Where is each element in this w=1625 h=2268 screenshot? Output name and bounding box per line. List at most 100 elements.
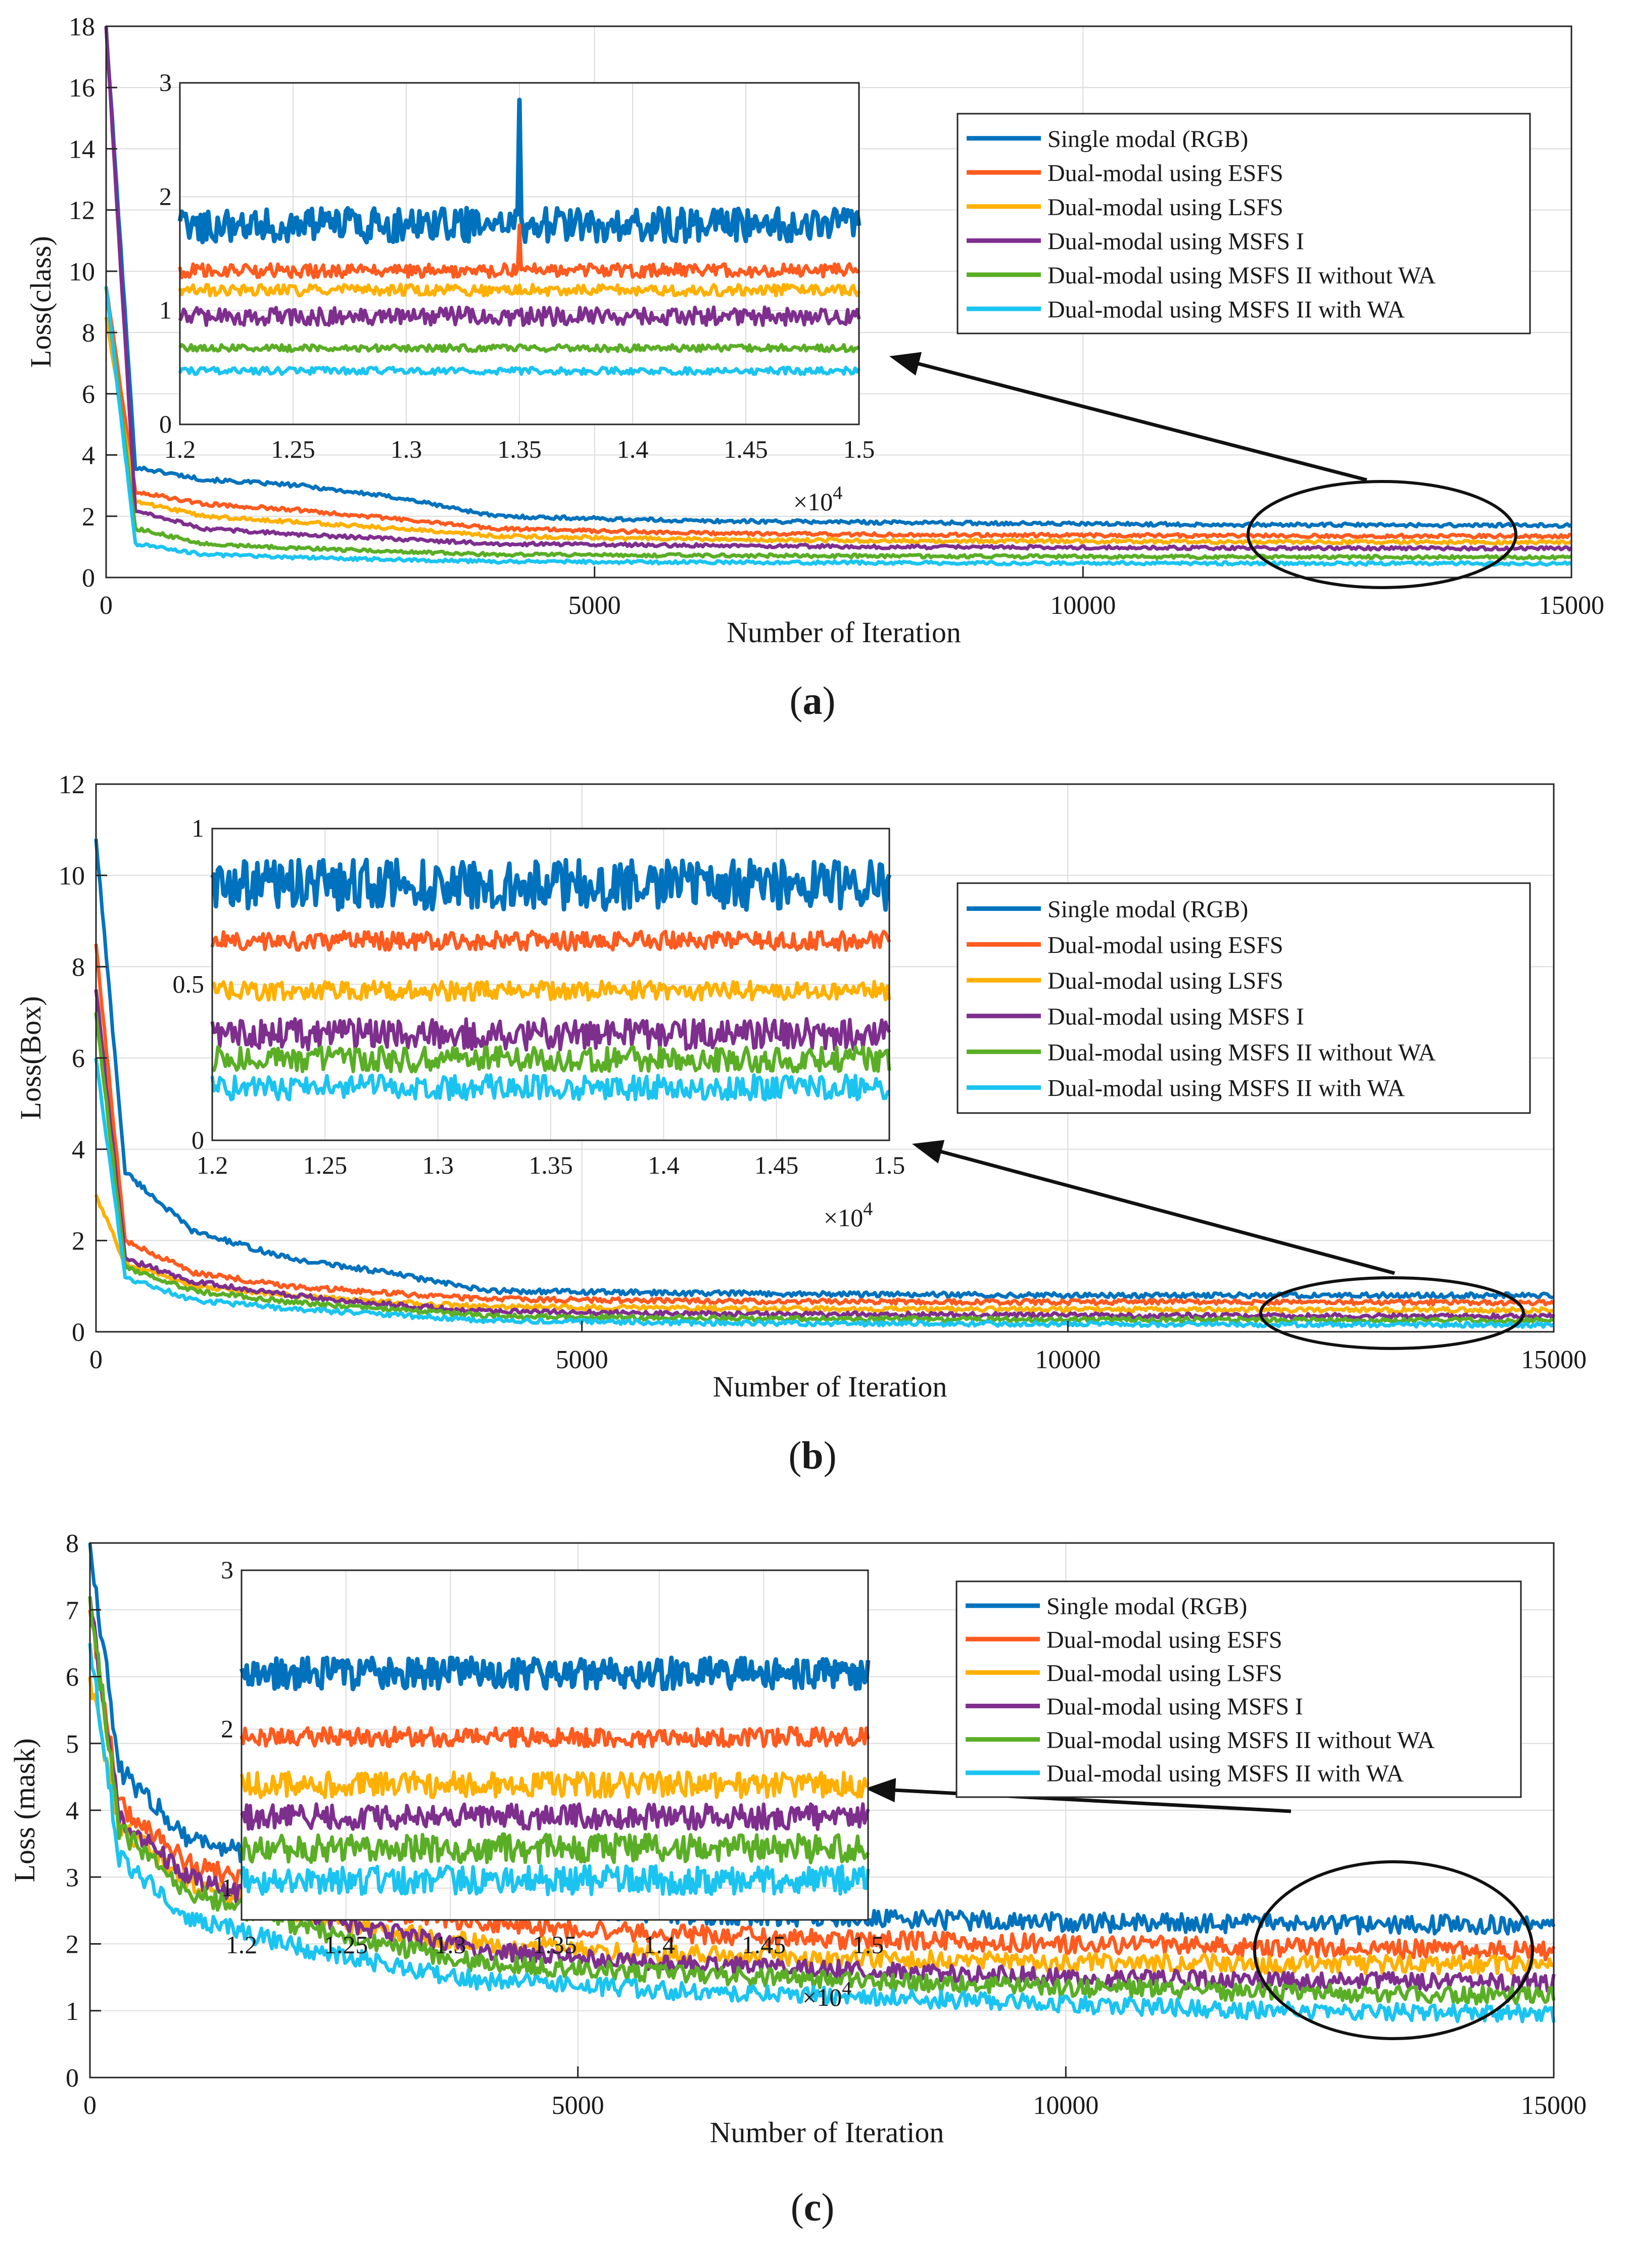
x-tick-label: 10000 (1050, 591, 1116, 620)
y-tick-label: 4 (66, 1797, 79, 1825)
inset-series-msfs2-wa (240, 1864, 870, 1897)
inset-x-tick-label: 1.45 (754, 1151, 799, 1179)
x-tick-label: 10000 (1035, 1345, 1101, 1374)
series-msfs2-wa (94, 1057, 1555, 1329)
x-tick-label: 0 (83, 2091, 97, 2120)
legend-entry: Single modal (RGB) (1047, 896, 1248, 923)
inset-plot: 1.2 1.25 1.3 1.35 1.4 1.45 1.5 1 2 3 ×104 (221, 1556, 884, 2011)
inset-y-tick-label: 3 (159, 68, 172, 96)
inset-x-tick-label: 1.25 (271, 435, 315, 463)
y-tick-label: 10 (59, 862, 85, 891)
inset-x-tick-label: 1.3 (435, 1931, 466, 1959)
legend-entry: Dual-modal using MSFS II without WA (1047, 1039, 1436, 1066)
series-group (104, 26, 1573, 567)
series-msfs2-wa (88, 1643, 1556, 2023)
zoom-arrow-line (904, 358, 1367, 482)
y-tick-label: 12 (59, 770, 85, 799)
inset-plot: 1.2 1.25 1.3 1.35 1.4 1.45 1.5 0 0.5 1 ×104 (173, 814, 905, 1232)
series-esfs (94, 943, 1555, 1307)
inset-y-tick-label: 3 (221, 1556, 233, 1584)
legend-entry: Dual-modal using MSFS II without WA (1047, 262, 1436, 289)
legend-entry: Single modal (RGB) (1046, 1593, 1247, 1620)
y-tick-label: 2 (66, 1931, 79, 1959)
x-tick-label: 10000 (1033, 2091, 1098, 2120)
y-tick-label: 5 (66, 1730, 79, 1759)
zoom-arrow-head (865, 1778, 896, 1803)
inset-series-esfs (240, 1725, 870, 1749)
series-msfs2-wa (104, 286, 1573, 567)
inset-series-lsfs (178, 282, 861, 298)
x-tick-label: 0 (100, 591, 113, 620)
zoom-arrow-line (927, 1146, 1395, 1275)
panel-caption: (a) (790, 679, 836, 722)
y-tick-label: 2 (72, 1227, 85, 1256)
y-tick-label: 0 (82, 564, 95, 593)
inset-x-tick-label: 1.35 (529, 1151, 573, 1179)
series-msfs2-nowa (104, 286, 1572, 561)
legend-entry: Dual-modal using ESFS (1047, 932, 1283, 958)
inset-series-msfs2-wa (178, 365, 861, 376)
series-msfs2-nowa (94, 1012, 1555, 1325)
legend-entry: Dual-modal using LSFS (1046, 1660, 1282, 1686)
inset-x-tick-label: 1.3 (422, 1151, 454, 1179)
series-lsfs (104, 317, 1573, 546)
inset-series-msfs1 (210, 1017, 891, 1052)
inset-x-tick-label: 1.45 (742, 1931, 786, 1959)
y-tick-label: 14 (69, 135, 95, 164)
inset-series-lsfs (240, 1770, 870, 1800)
x-tick-label: 5000 (552, 2091, 604, 2120)
y-tick-label: 16 (69, 74, 95, 103)
y-axis-label: Loss(Box) (14, 996, 47, 1120)
y-tick-label: 3 (66, 1863, 79, 1892)
series-esfs (104, 286, 1572, 540)
inset-plot: 1.2 1.25 1.3 1.35 1.4 1.45 1.5 0 1 2 3 ×104 (159, 68, 875, 516)
panel-caption: (b) (788, 1433, 836, 1477)
series-rgb (104, 26, 1572, 529)
inset-y-tick-label: 1 (159, 296, 172, 324)
inset-series-rgb (239, 1655, 871, 1692)
x-axis-label: Number of Iteration (710, 2116, 944, 2149)
x-tick-label: 15000 (1539, 591, 1604, 620)
zoom-arrow-line (880, 1788, 1292, 1813)
zoom-arrow-head (912, 1140, 945, 1164)
inset-x-tick-label: 1.5 (843, 435, 875, 463)
series-lsfs (94, 1194, 1555, 1314)
series-msfs2-nowa (88, 1596, 1556, 2006)
inset-x-tick-label: 1.5 (852, 1931, 884, 1959)
y-tick-label: 6 (72, 1044, 85, 1073)
inset-y-tick-label: 0.5 (173, 970, 205, 998)
inset-y-tick-label: 0 (192, 1126, 204, 1154)
y-tick-label: 8 (66, 1529, 79, 1558)
inset-series-esfs (210, 930, 891, 952)
x-axis-label: Number of Iteration (713, 1370, 947, 1403)
inset-y-tick-label: 2 (221, 1715, 233, 1743)
x-tick-label: 0 (89, 1345, 103, 1374)
inset-x-tick-label: 1.35 (497, 435, 542, 463)
y-axis-label: Loss (mask) (8, 1738, 41, 1882)
inset-frame (179, 82, 860, 425)
y-tick-label: 0 (66, 2064, 79, 2093)
inset-x-tick-label: 1.2 (197, 1151, 228, 1179)
inset-series-msfs1 (240, 1802, 870, 1831)
y-tick-label: 6 (82, 380, 95, 409)
y-tick-label: 12 (69, 197, 95, 225)
inset-frame (211, 828, 890, 1141)
legend-entry: Dual-modal using ESFS (1046, 1626, 1282, 1653)
x-tick-label: 15000 (1521, 1345, 1587, 1374)
y-tick-label: 7 (66, 1596, 79, 1625)
legend-box (957, 882, 1531, 1114)
axes-frame (105, 25, 1572, 578)
legend-entry: Dual-modal using MSFS I (1047, 1003, 1304, 1030)
inset-frame (241, 1569, 869, 1921)
legend-box (957, 113, 1531, 334)
inset-exponent-label: ×104 (802, 1978, 851, 2011)
y-tick-label: 2 (82, 503, 95, 532)
panel-caption: (c) (791, 2185, 835, 2229)
inset-series-msfs1 (178, 305, 861, 327)
x-axis-label: Number of Iteration (727, 616, 961, 649)
inset-x-tick-label: 1.2 (164, 435, 196, 463)
inset-x-tick-label: 1.35 (533, 1931, 577, 1959)
